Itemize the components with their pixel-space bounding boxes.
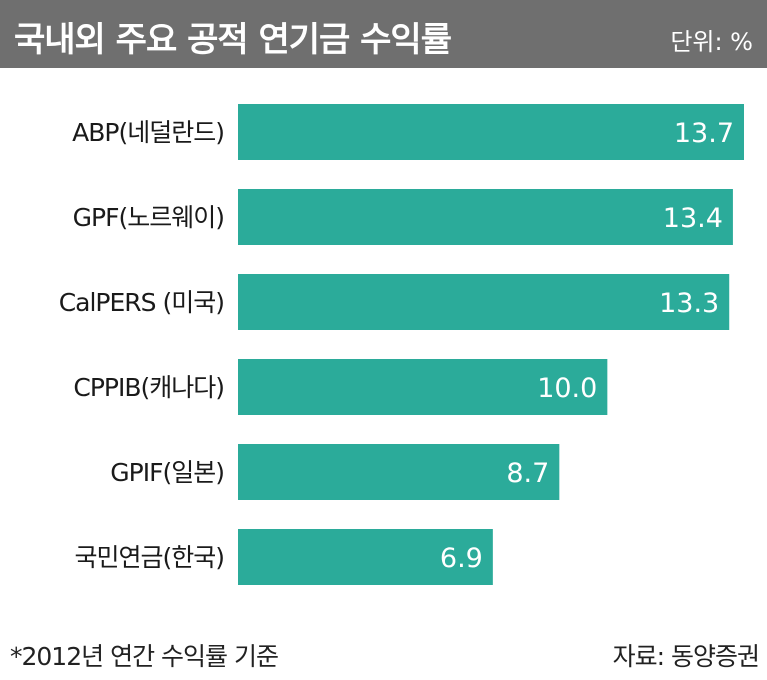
bar <box>238 359 608 415</box>
chart-header: 국내외 주요 공적 연기금 수익률 단위: % <box>0 0 767 68</box>
value-label: 13.3 <box>659 288 719 319</box>
source-note: 자료: 동양증권 <box>612 642 760 671</box>
value-label: 13.4 <box>663 203 723 234</box>
bar <box>238 444 560 500</box>
unit-label: 단위: % <box>670 28 753 56</box>
value-label: 10.0 <box>537 373 597 404</box>
bar <box>238 189 733 245</box>
bar <box>238 529 493 585</box>
bar <box>238 274 730 330</box>
value-label: 8.7 <box>506 458 549 489</box>
value-label: 13.7 <box>674 118 734 149</box>
category-label: 국민연금(한국) <box>74 543 224 572</box>
bar <box>238 104 744 160</box>
value-label: 6.9 <box>440 543 483 574</box>
category-label: GPF(노르웨이) <box>73 203 224 232</box>
footnote: *2012년 연간 수익률 기준 <box>10 642 279 671</box>
category-label: CalPERS (미국) <box>59 288 224 317</box>
category-label: ABP(네덜란드) <box>72 118 224 147</box>
category-label: CPPIB(캐나다) <box>73 373 224 402</box>
category-label: GPIF(일본) <box>110 458 224 487</box>
chart-title: 국내외 주요 공적 연기금 수익률 <box>14 20 452 60</box>
